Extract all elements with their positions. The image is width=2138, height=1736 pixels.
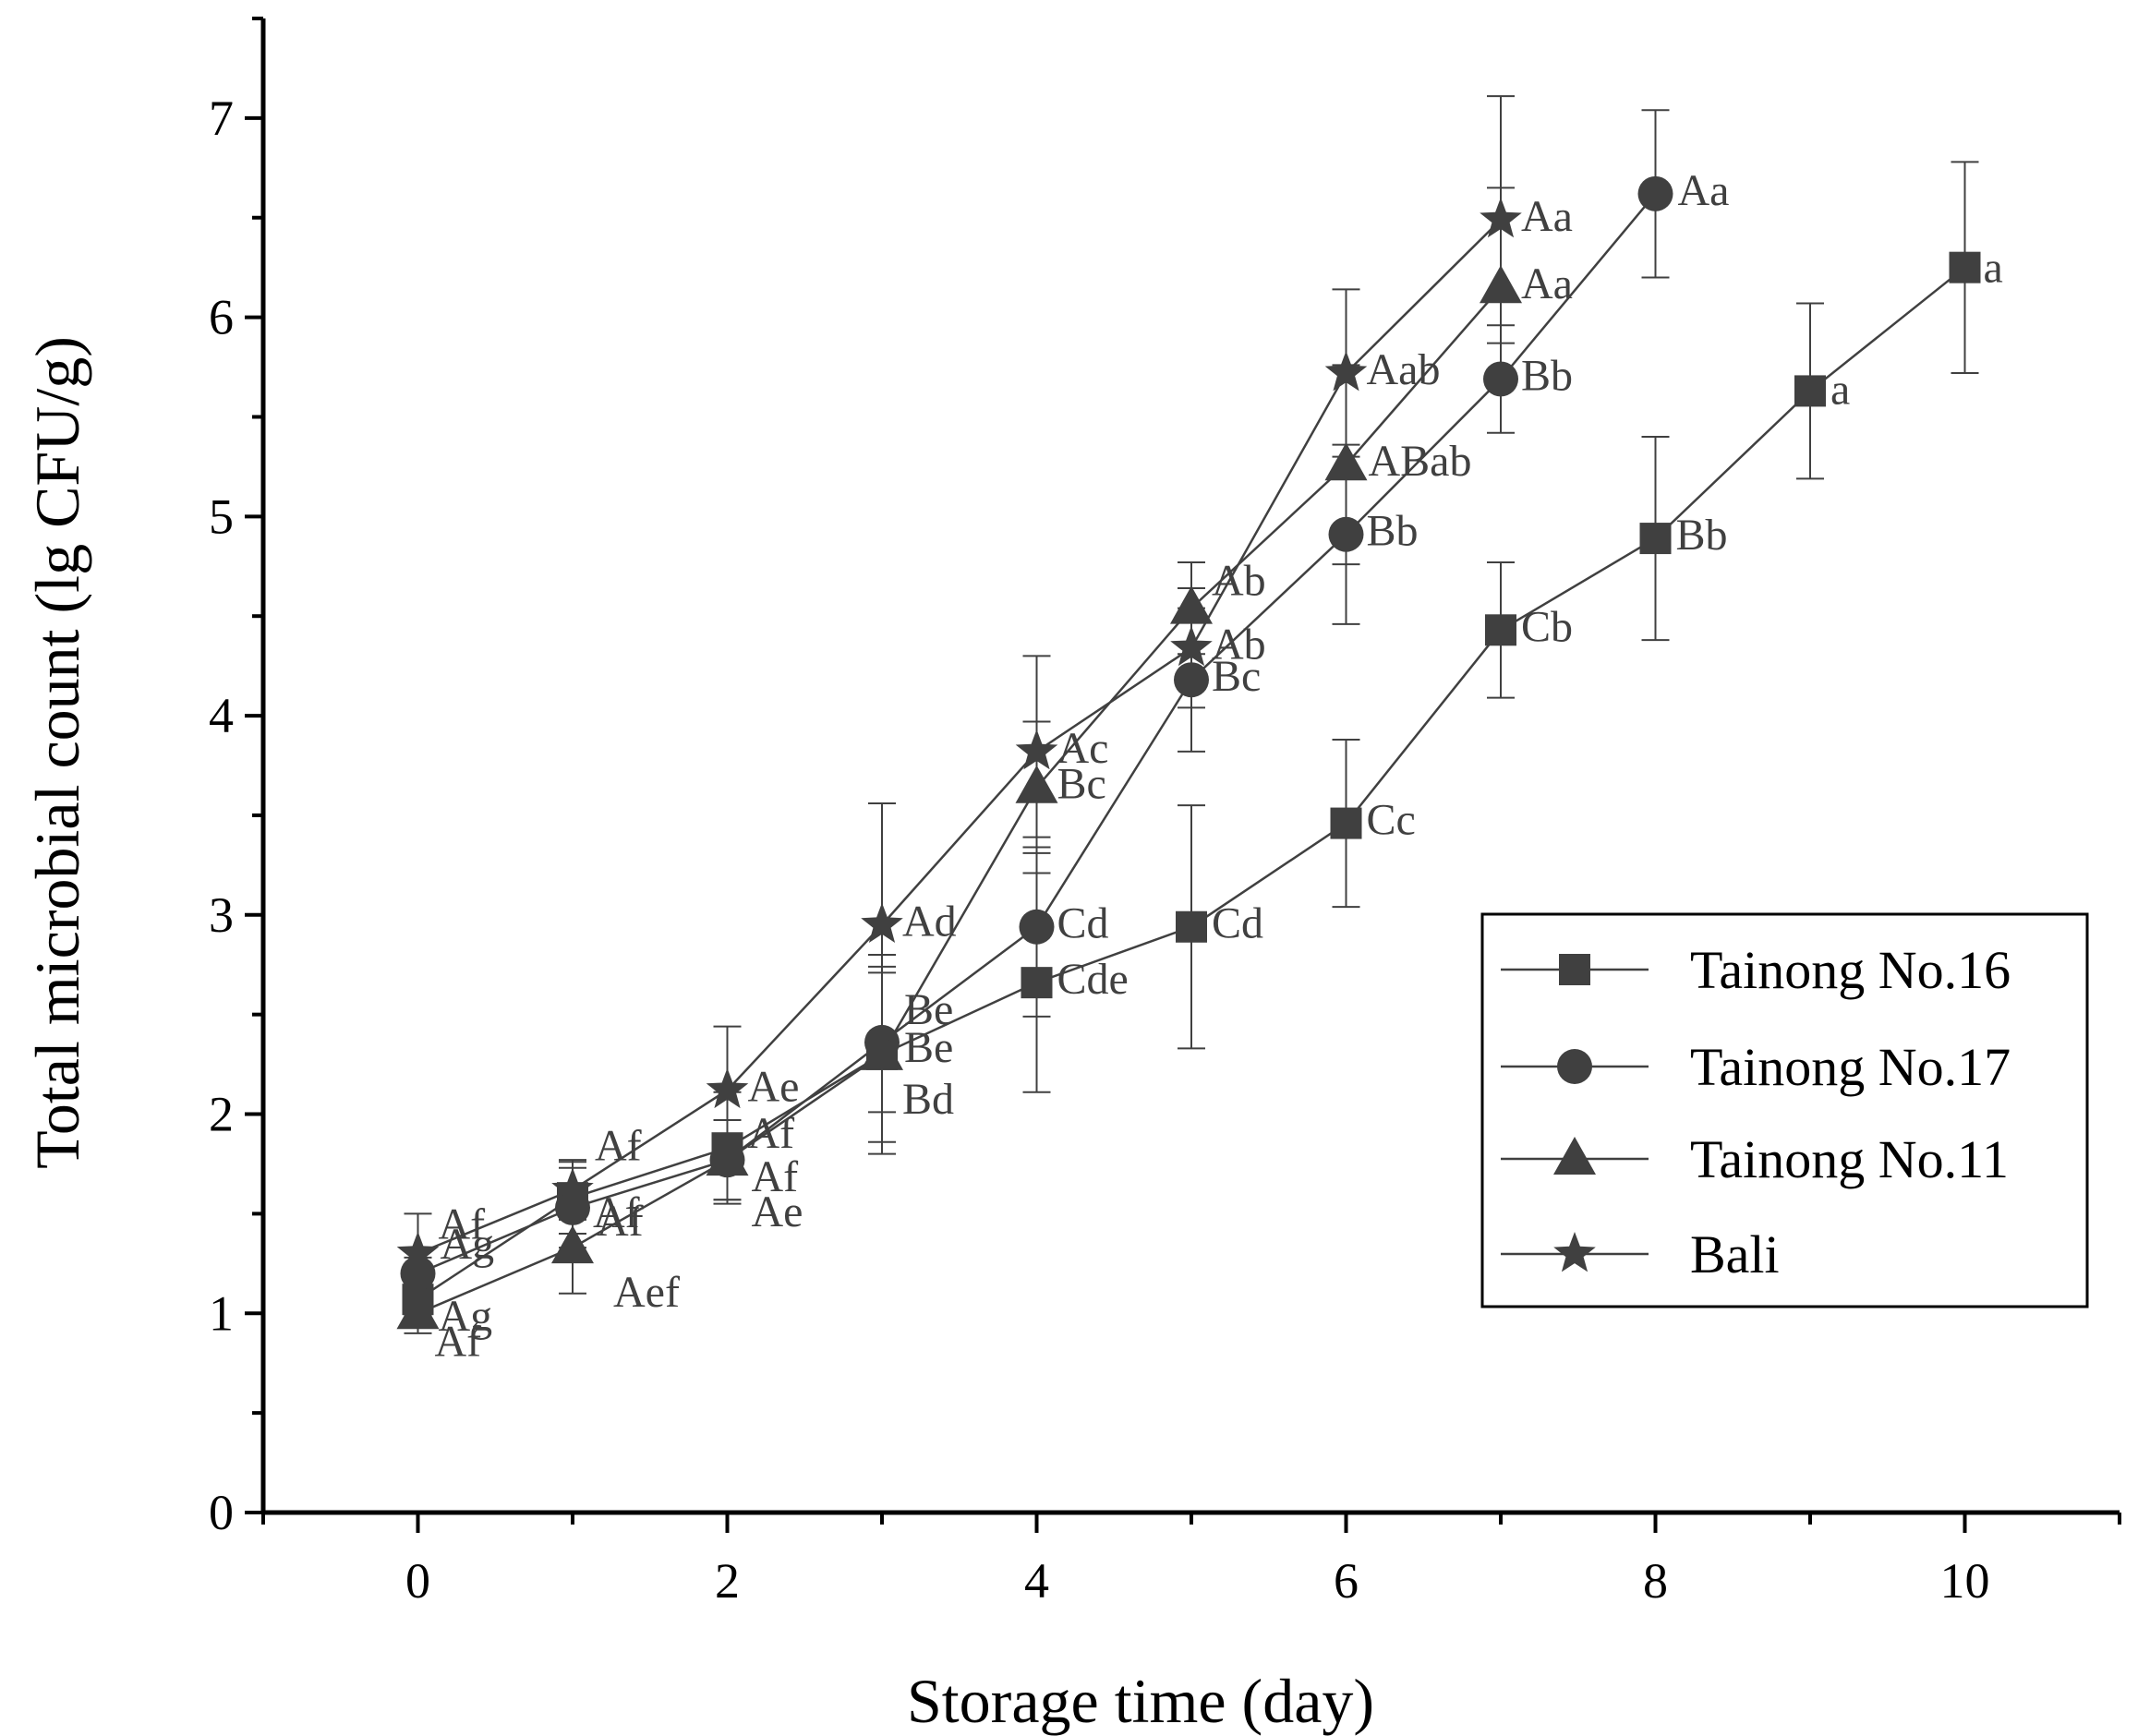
significance-label: Bd bbox=[902, 1075, 954, 1124]
legend: Tainong No.16 Tainong No.17 Tainong No.11 B… bbox=[1480, 912, 2089, 1308]
significance-label: Af bbox=[597, 1197, 644, 1246]
y-axis-title: Total microbial count (lg CFU/g) bbox=[22, 336, 92, 1169]
significance-label: Ag bbox=[441, 1220, 495, 1269]
plot-area bbox=[396, 95, 1981, 1334]
x-tick-label: 8 bbox=[1643, 1553, 1668, 1609]
data-point bbox=[551, 1167, 594, 1208]
significance-label: Be bbox=[904, 985, 953, 1034]
significance-label: Ad bbox=[902, 898, 957, 946]
axes: 0 1 2 3 4 5 6 7 0 2 4 6 8 10 bbox=[209, 17, 2121, 1609]
y-tick-label: 7 bbox=[209, 90, 234, 146]
series-line bbox=[417, 286, 1502, 1315]
significance-label: Bc bbox=[1057, 760, 1106, 809]
significance-label: ABab bbox=[1369, 437, 1472, 486]
data-point bbox=[1794, 375, 1826, 407]
legend-marker bbox=[1553, 1137, 1596, 1175]
significance-label: Bb bbox=[1521, 351, 1573, 400]
data-point bbox=[1485, 614, 1516, 646]
significance-label: Cd bbox=[1212, 899, 1263, 948]
y-tick-label: 4 bbox=[209, 688, 234, 743]
significance-label: Be bbox=[904, 1023, 953, 1072]
data-point bbox=[551, 1225, 594, 1264]
significance-label: Af bbox=[435, 1317, 482, 1366]
data-point bbox=[1330, 807, 1362, 839]
y-tick-label: 3 bbox=[209, 887, 234, 943]
significance-label: Ae bbox=[752, 1187, 803, 1236]
data-point bbox=[861, 1031, 903, 1070]
legend-item: Tainong No.11 bbox=[1501, 1129, 2009, 1189]
significance-label: Af bbox=[595, 1122, 642, 1171]
data-point bbox=[396, 1291, 440, 1330]
significance-label: Aa bbox=[1678, 166, 1730, 215]
significance-label: Aa bbox=[1521, 259, 1573, 308]
y-tick-label: 5 bbox=[209, 488, 234, 544]
significance-label: Ag bbox=[439, 1292, 493, 1341]
legend-label: Tainong No.17 bbox=[1690, 1037, 2011, 1097]
legend-item: Tainong No.16 bbox=[1501, 940, 2011, 1000]
significance-label: Af bbox=[593, 1188, 640, 1237]
significance-label: Bb bbox=[1367, 507, 1419, 556]
x-tick-label: 0 bbox=[405, 1553, 430, 1609]
legend-label: Tainong No.16 bbox=[1690, 940, 2011, 1000]
significance-label: Ab bbox=[1212, 557, 1266, 606]
data-point bbox=[861, 902, 903, 943]
data-point bbox=[1480, 197, 1522, 238]
significance-label: Aa bbox=[1521, 192, 1573, 241]
significance-label: Cc bbox=[1367, 796, 1416, 845]
data-point bbox=[1949, 251, 1981, 283]
x-axis-title: Storage time (day) bbox=[907, 1666, 1374, 1736]
legend-marker bbox=[1559, 954, 1590, 985]
y-tick-label: 6 bbox=[209, 290, 234, 345]
y-tick-label: 2 bbox=[209, 1087, 234, 1142]
significance-label: a bbox=[1830, 365, 1850, 414]
data-point bbox=[1019, 909, 1055, 945]
data-point bbox=[706, 1138, 749, 1176]
data-point bbox=[1639, 523, 1672, 555]
series-bali bbox=[396, 95, 1522, 1295]
legend-label: Tainong No.11 bbox=[1690, 1129, 2009, 1189]
data-point bbox=[396, 1231, 440, 1272]
y-tick-label: 1 bbox=[209, 1285, 234, 1341]
x-tick-label: 2 bbox=[715, 1553, 740, 1609]
significance-label: Ac bbox=[1057, 724, 1109, 773]
significance-label: Bb bbox=[1676, 511, 1728, 560]
data-point bbox=[1176, 910, 1207, 943]
data-point bbox=[1324, 351, 1368, 392]
legend-marker bbox=[1557, 1049, 1592, 1084]
legend-item: Bali bbox=[1501, 1224, 1780, 1284]
significance-label: Aab bbox=[1367, 345, 1441, 394]
significance-label: Aef bbox=[613, 1268, 680, 1317]
significance-label: Ae bbox=[748, 1063, 800, 1112]
significance-label: a bbox=[1984, 244, 2003, 293]
significance-label: Cb bbox=[1521, 602, 1573, 651]
data-point bbox=[1637, 175, 1673, 211]
significance-label: Af bbox=[752, 1152, 799, 1201]
legend-label: Bali bbox=[1690, 1224, 1780, 1284]
y-tick-label: 0 bbox=[209, 1485, 234, 1540]
significance-label: Cde bbox=[1057, 955, 1129, 1004]
x-tick-label: 6 bbox=[1334, 1553, 1359, 1609]
significance-label: Ab bbox=[1212, 621, 1266, 669]
data-point bbox=[1015, 729, 1058, 770]
significance-label: Af bbox=[439, 1200, 486, 1249]
data-point bbox=[1170, 625, 1213, 667]
legend-marker bbox=[1553, 1232, 1596, 1272]
significance-label: Bc bbox=[1212, 652, 1261, 701]
significance-label: Af bbox=[748, 1109, 795, 1158]
data-point bbox=[1324, 442, 1368, 481]
x-tick-label: 4 bbox=[1024, 1553, 1049, 1609]
legend-item: Tainong No.17 bbox=[1501, 1037, 2011, 1097]
data-point bbox=[706, 1067, 749, 1109]
series-line bbox=[417, 219, 1502, 1255]
x-tick-label: 10 bbox=[1940, 1553, 1990, 1609]
significance-label: Cd bbox=[1057, 899, 1109, 948]
